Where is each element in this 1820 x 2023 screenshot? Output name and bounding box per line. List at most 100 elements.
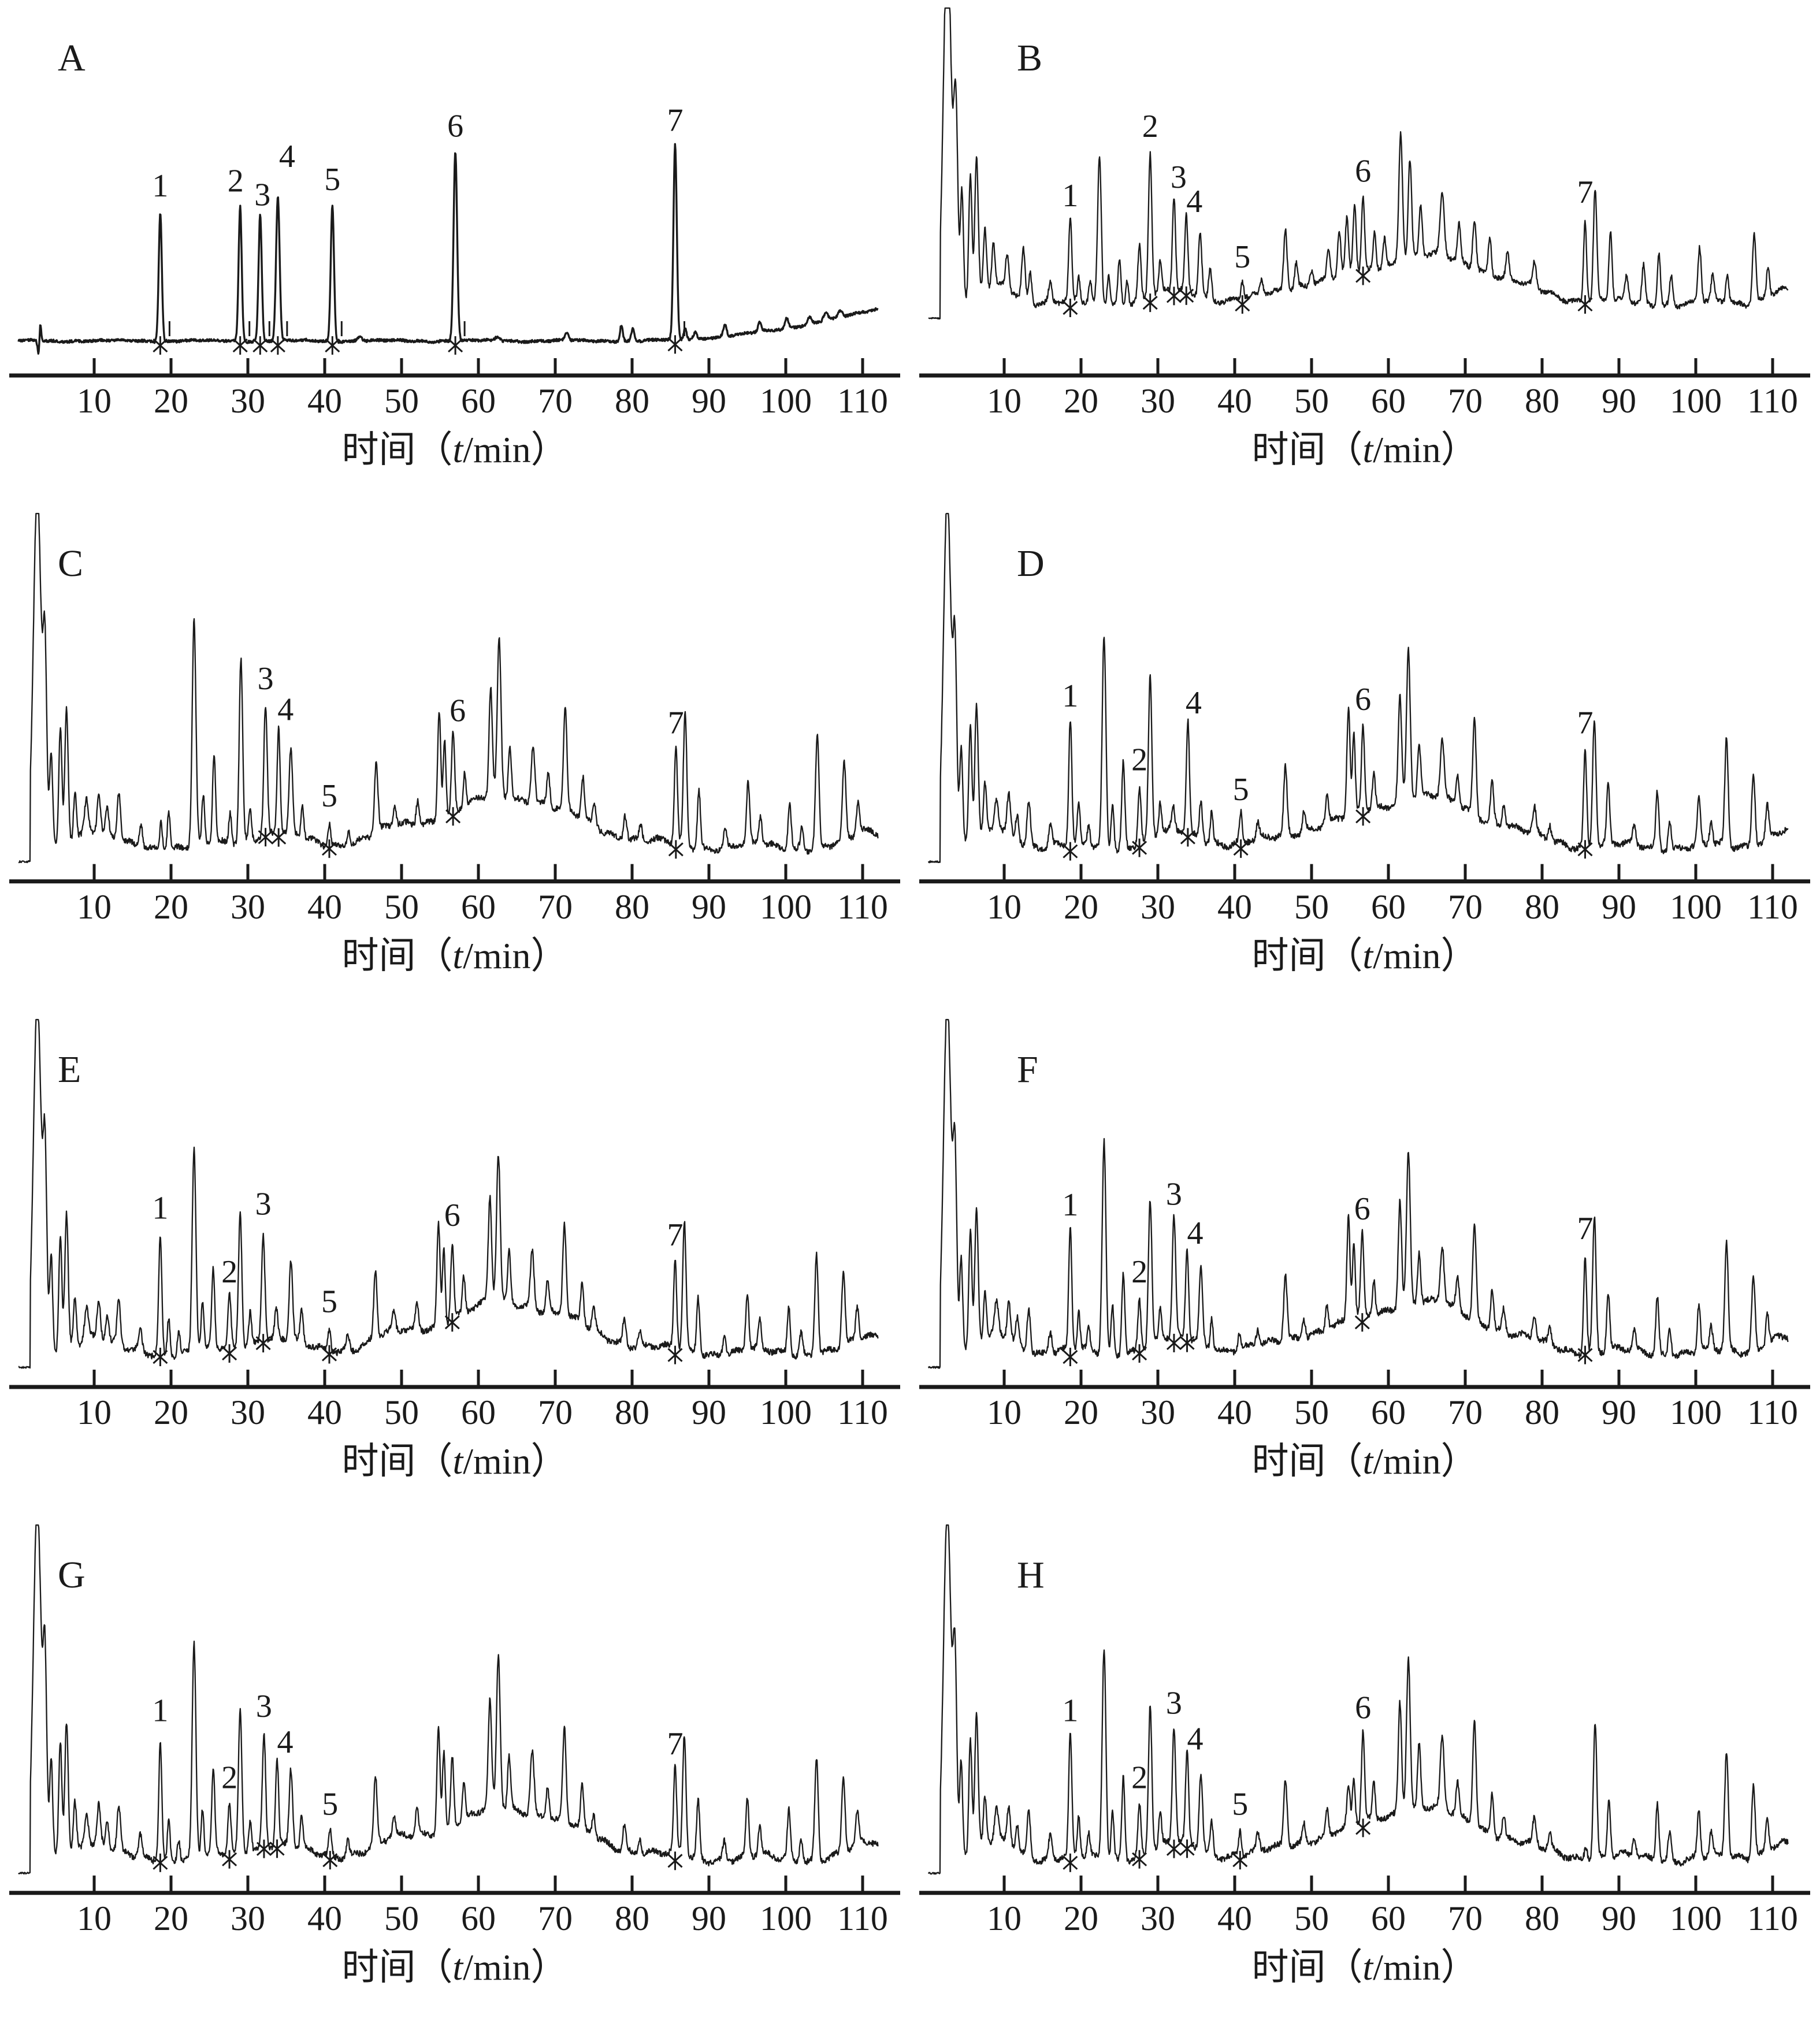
peak-marker-ray [1132,841,1147,855]
x-tick-label: 110 [1747,1899,1798,1938]
peak-marker-asterisk [321,839,337,858]
peak-marker-asterisk [1355,266,1371,285]
peak-marker-asterisk [668,840,684,859]
peak-marker-asterisk [1063,1853,1078,1872]
x-tick-label: 20 [154,888,188,926]
x-tick-label: 70 [538,1899,573,1938]
peak-marker-ray [1132,1852,1147,1866]
peak-label-5: 5 [1234,239,1250,275]
peak-marker-asterisk [1577,840,1593,859]
peak-label-1: 1 [1062,678,1078,714]
peak-marker-ray [153,1855,168,1870]
peak-marker-asterisk [1132,838,1147,857]
x-tick-label: 90 [692,1899,726,1938]
peak-label-1: 1 [152,1693,168,1728]
peak-label-2: 2 [1131,1760,1147,1796]
peak-marker-ray [667,337,683,352]
x-tick-label: 90 [692,1393,726,1431]
peak-marker-ray [1132,1346,1147,1361]
panel-label: H [1017,1554,1045,1596]
peak-marker-ray [1180,830,1195,845]
chromatogram-panel-E: 10 20 30 40 50 60 70 80 90 100 110 时间（t/min） E 1 23 5 6 7 [9,1018,900,1482]
peak-marker-ray [1142,296,1158,310]
x-tick-label: 80 [1525,382,1559,420]
x-axis-title: 时间（t/min） [341,1947,567,1988]
peak-label-3: 3 [1166,1685,1182,1721]
x-tick-label: 50 [1294,888,1329,926]
peak-marker-asterisk [1577,1345,1593,1364]
panel-cell-D: 10 20 30 40 50 60 70 80 90 100 110 时间（t/min） D 1 2 4 5 6 7 [910,505,1820,1011]
peak-marker-ray [232,338,248,353]
peak-marker-ray [252,338,268,353]
peak-label-3: 3 [1171,159,1187,195]
x-axis-title: 时间（t/min） [341,1441,567,1482]
peak-label-2: 2 [221,1254,237,1290]
peak-label-6: 6 [1355,682,1371,717]
peak-marker-ray [1166,1336,1182,1351]
peak-marker-ray [1577,1348,1593,1362]
panel-label: G [58,1554,86,1596]
x-tick-label: 90 [1602,1899,1636,1938]
x-tick-label: 110 [1747,888,1798,926]
x-axis-title: 时间（t/min） [1251,1947,1477,1988]
peak-marker-ray [222,1852,237,1866]
peak-marker-ray [1063,1349,1078,1364]
panel-label: B [1017,37,1042,79]
peak-marker-asterisk [258,828,273,847]
x-tick-label: 80 [615,1899,649,1938]
peak-marker-ray [1232,1853,1248,1868]
x-tick-label: 10 [77,888,112,926]
peak-marker-asterisk [1166,1839,1182,1858]
x-tick-label: 10 [77,1393,112,1431]
x-tick-label: 80 [615,1393,649,1431]
peak-marker-asterisk [1355,1819,1371,1838]
x-tick-label: 50 [384,1393,419,1431]
x-tick-label: 40 [1217,1393,1252,1431]
peak-label-5: 5 [321,778,337,814]
x-tick-label: 60 [1371,1899,1406,1938]
x-tick-label: 90 [1602,888,1636,926]
peak-marker-asterisk [153,1853,168,1872]
x-tick-label: 70 [538,1393,573,1431]
peak-marker-asterisk [232,336,248,355]
x-tick-label: 60 [461,888,496,926]
peak-label-5: 5 [1232,1787,1248,1823]
peak-label-2: 2 [1131,742,1147,778]
x-tick-label: 60 [461,1899,496,1938]
x-tick-label: 90 [692,382,726,420]
peak-label-7: 7 [667,102,683,138]
peak-label-5: 5 [322,1787,338,1823]
x-tick-label: 10 [987,888,1022,926]
peak-label-1: 1 [152,1191,168,1226]
x-tick-label: 20 [1064,382,1098,420]
peak-marker-ray [325,338,340,353]
peak-marker-asterisk [667,1851,683,1870]
panel-label: F [1017,1048,1038,1091]
panel-cell-F: 10 20 30 40 50 60 70 80 90 100 110 时间（t/min） F 1 2 3 4 6 7 [910,1011,1820,1517]
x-tick-label: 70 [1448,1393,1483,1431]
peak-label-7: 7 [1577,174,1593,210]
x-tick-label: 50 [384,1899,419,1938]
peak-marker-ray [1063,844,1078,858]
x-tick-label: 110 [1747,382,1798,420]
peak-label-6: 6 [1355,153,1371,189]
peak-marker-ray [1166,289,1182,303]
peak-marker-asterisk [1232,1851,1248,1870]
peak-label-7: 7 [668,705,684,741]
x-tick-label: 110 [837,382,888,420]
peak-marker-ray [1063,1855,1078,1870]
peak-marker-ray [1179,288,1194,303]
chromatogram-panel-H: 10 20 30 40 50 60 70 80 90 100 110 时间（t/min） H 1 2 345 6 [919,1524,1810,1988]
x-tick-label: 60 [461,1393,496,1431]
panel-label: C [58,542,83,585]
peak-marker-ray [1354,1315,1370,1330]
peak-marker-ray [321,1347,337,1362]
peak-label-6: 6 [447,108,463,144]
peak-marker-ray [445,809,461,824]
panel-cell-H: 10 20 30 40 50 60 70 80 90 100 110 时间（t/min） H 1 2 3 4 5 6 [910,1517,1820,2023]
x-tick-label: 30 [231,888,265,926]
peak-label-1: 1 [1062,178,1078,214]
peak-label-2: 2 [228,163,244,199]
peak-marker-asterisk [1063,299,1078,317]
chromatogram-panel-F: 10 20 30 40 50 60 70 80 90 100 110 时间（t/min） F 1 2 34 6 7 [919,1018,1810,1482]
